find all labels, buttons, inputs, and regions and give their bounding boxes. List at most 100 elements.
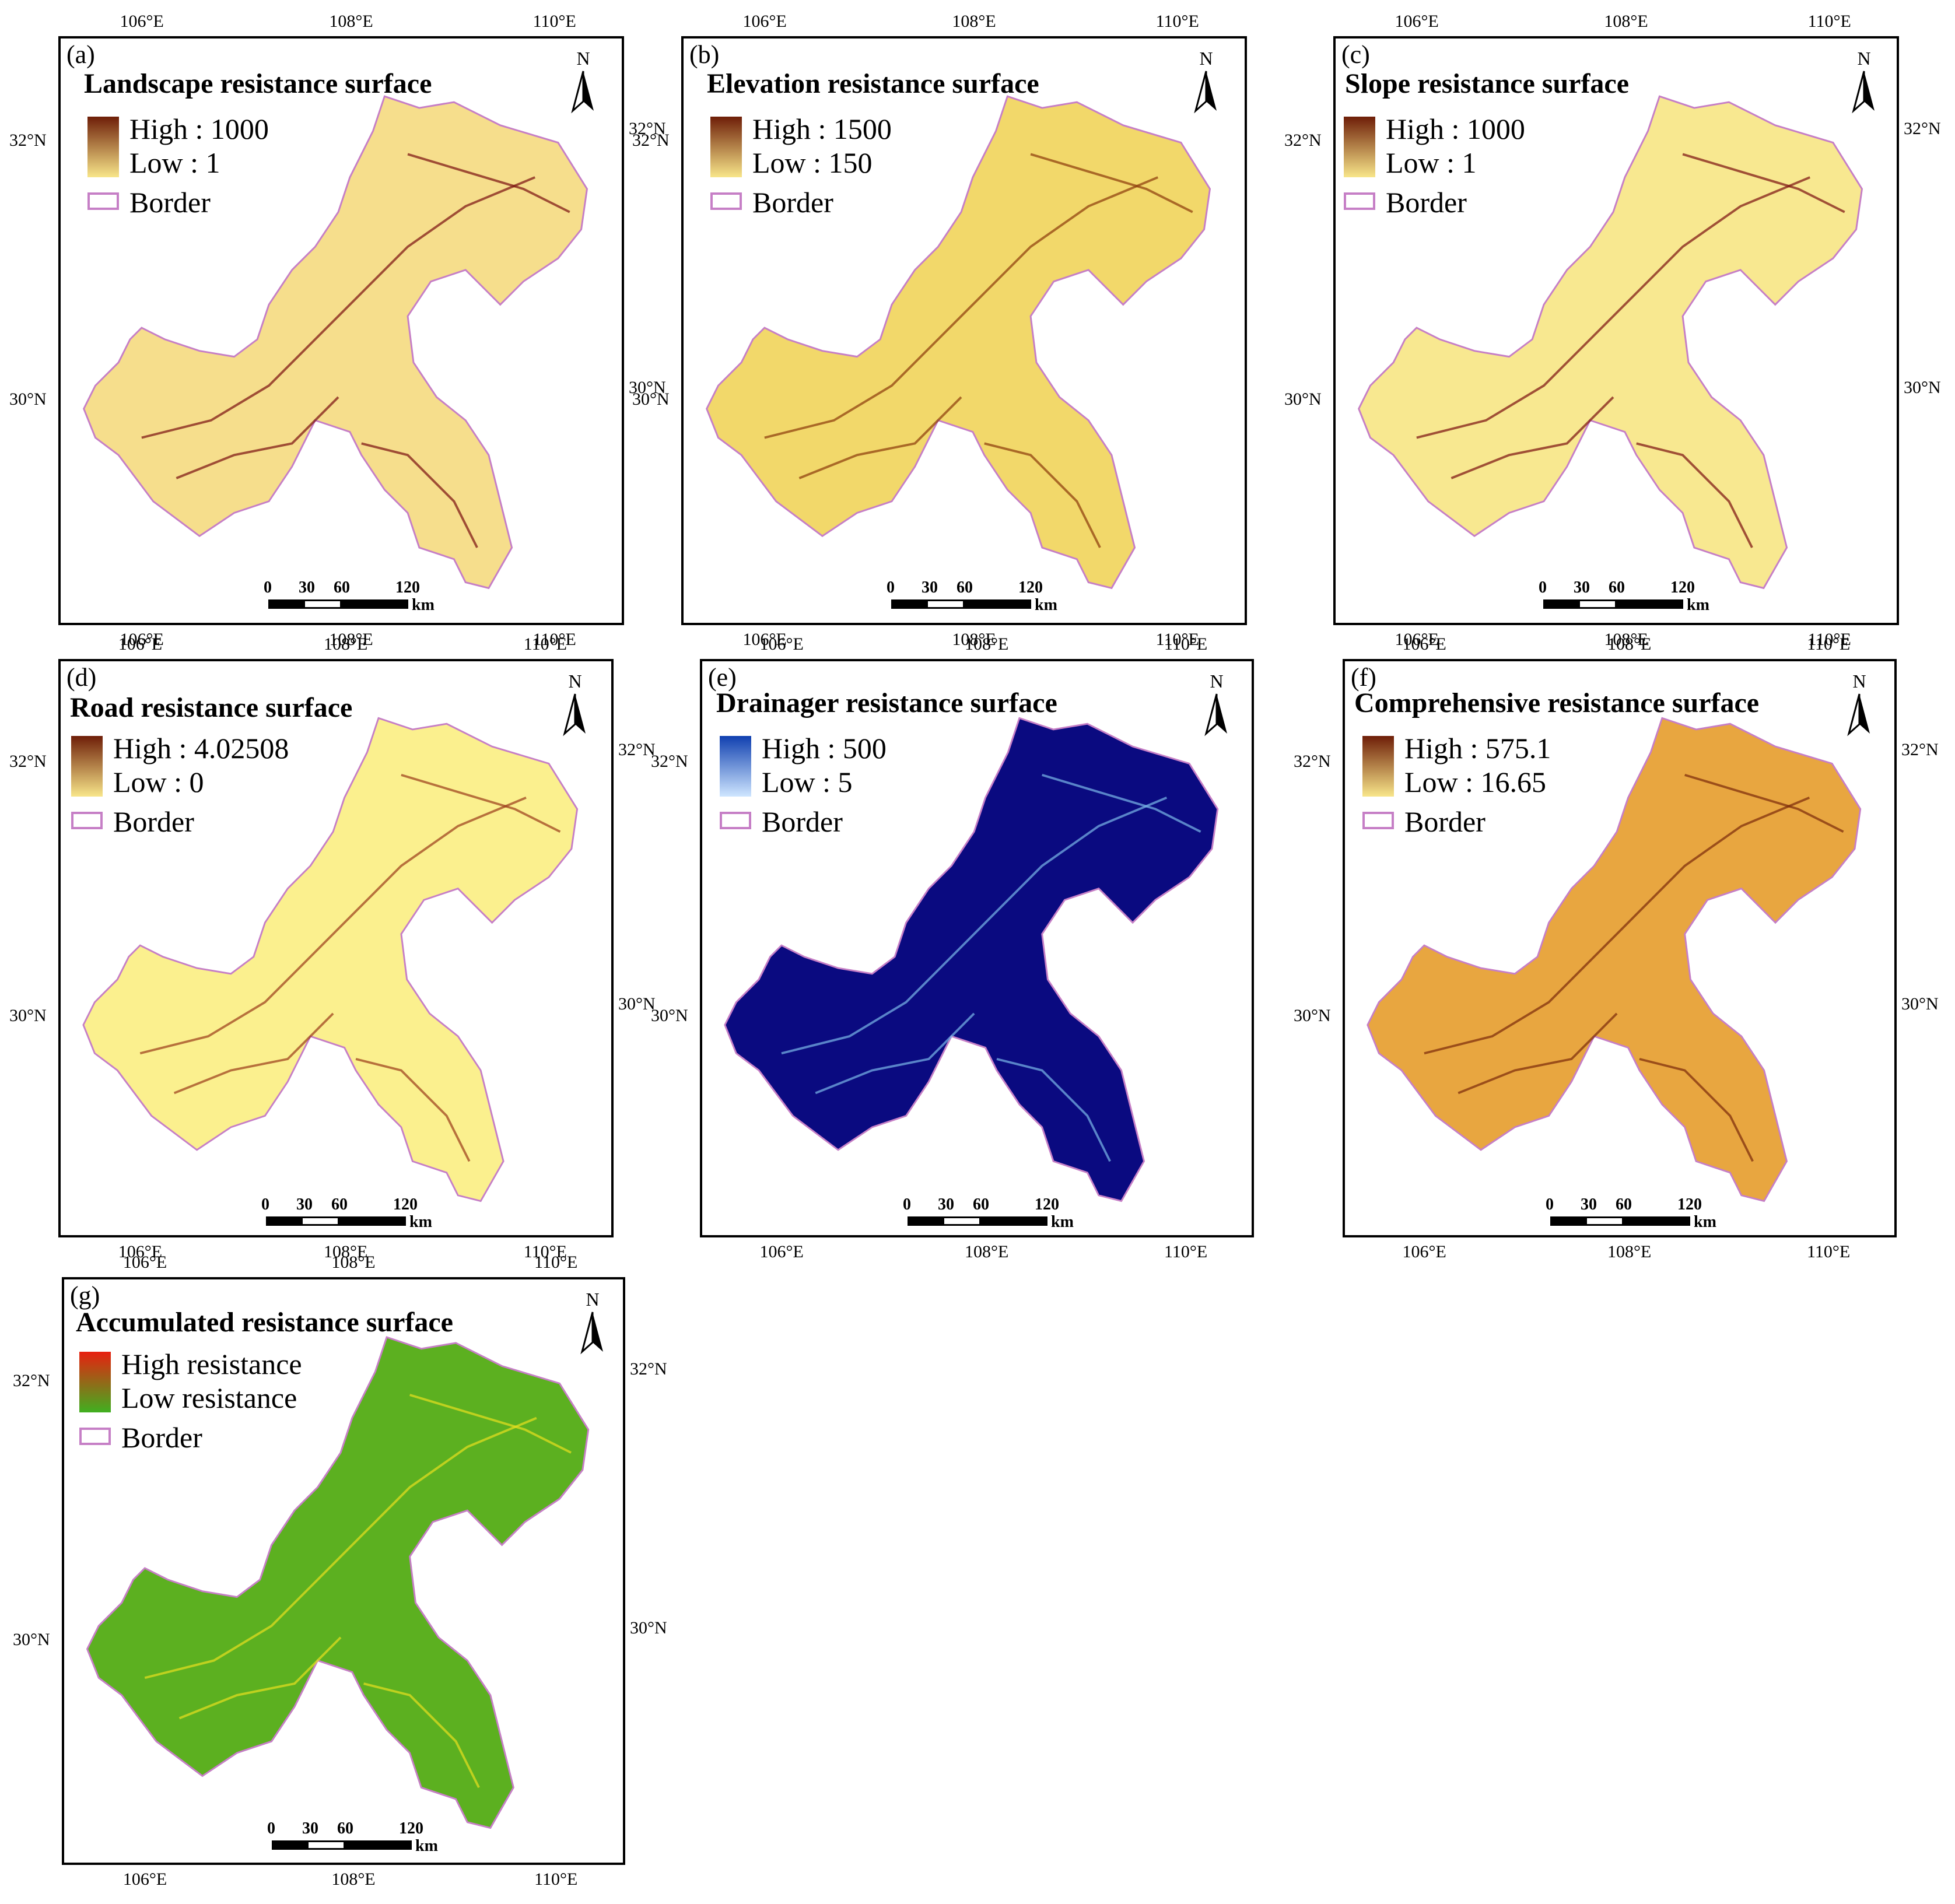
scale-bar-graphic bbox=[266, 1216, 406, 1226]
region-map bbox=[706, 95, 1211, 590]
legend-low: Low : 1 bbox=[129, 146, 220, 179]
lat-tick-label: 30°N bbox=[1294, 1006, 1331, 1026]
legend-gradient bbox=[79, 1352, 111, 1412]
legend-high: High resistance bbox=[121, 1348, 302, 1380]
lat-tick-label: 30°N bbox=[629, 378, 666, 397]
legend-border: Border bbox=[1386, 186, 1467, 219]
panel-title: Elevation resistance surface bbox=[707, 68, 1039, 99]
lat-tick-label: 32°N bbox=[1284, 130, 1322, 150]
lat-tick-label: 32°N bbox=[9, 751, 47, 771]
scale-label: 0 bbox=[261, 1195, 269, 1214]
map-detail-line bbox=[1639, 1058, 1754, 1162]
panel-title: Accumulated resistance surface bbox=[76, 1307, 453, 1338]
lat-tick-label: 30°N bbox=[13, 1629, 50, 1649]
scale-label: 60 bbox=[957, 578, 973, 597]
lon-tick-label: 110°E bbox=[523, 634, 567, 654]
legend-high: High : 1000 bbox=[1386, 113, 1525, 145]
legend-low: Low : 0 bbox=[113, 766, 204, 798]
lat-tick-label: 30°N bbox=[1901, 994, 1939, 1014]
scale-bar: 0 30 60 120 km bbox=[264, 578, 443, 619]
legend: High : 1000 Low : 1 Border bbox=[87, 112, 269, 219]
map-detail-line bbox=[401, 773, 561, 833]
scale-label: 30 bbox=[296, 1195, 313, 1214]
lon-tick-label: 108°E bbox=[1607, 634, 1652, 654]
map-detail-line bbox=[355, 1058, 471, 1162]
scale-bar-graphic bbox=[268, 599, 408, 609]
scale-label: 60 bbox=[334, 578, 350, 597]
panel-label: (e) bbox=[708, 663, 737, 692]
lon-tick-label: 106°E bbox=[1395, 12, 1439, 31]
region-map bbox=[1358, 95, 1863, 590]
map-detail-line bbox=[407, 153, 570, 213]
map-detail-line bbox=[1424, 797, 1810, 1055]
scale-label: 0 bbox=[1539, 578, 1547, 597]
map-detail-line bbox=[815, 1012, 975, 1095]
lon-tick-label: 110°E bbox=[1164, 1242, 1208, 1261]
map-detail-line bbox=[1030, 153, 1193, 213]
lat-tick-label: 30°N bbox=[9, 390, 47, 409]
scale-label: 0 bbox=[264, 578, 272, 597]
panel-title: Drainager resistance surface bbox=[716, 688, 1057, 718]
lon-tick-label: 106°E bbox=[759, 1242, 804, 1261]
panel-d: (d) Road resistance surface High : 4.025… bbox=[58, 659, 614, 1237]
map-detail-line bbox=[1636, 442, 1753, 548]
scale-unit: km bbox=[412, 596, 435, 614]
lon-tick-label: 110°E bbox=[532, 12, 576, 31]
panel-label: (c) bbox=[1341, 40, 1370, 69]
legend-border: Border bbox=[121, 1421, 202, 1454]
legend-high: High : 4.02508 bbox=[113, 732, 289, 765]
lon-tick-label: 110°E bbox=[1164, 634, 1208, 654]
lat-tick-label: 32°N bbox=[651, 751, 688, 771]
lat-tick-label: 30°N bbox=[630, 1618, 667, 1637]
map-detail-line bbox=[984, 442, 1101, 548]
map-frame bbox=[58, 36, 624, 625]
legend-border: Border bbox=[113, 805, 194, 838]
legend: High : 575.1 Low : 16.65 Border bbox=[1362, 731, 1551, 839]
panel-g: (g) Accumulated resistance surface High … bbox=[62, 1277, 625, 1865]
lat-tick-label: 32°N bbox=[1294, 751, 1331, 771]
scale-bar: 0 30 60 120 km bbox=[267, 1819, 447, 1860]
legend-gradient bbox=[87, 117, 119, 177]
panel-title: Slope resistance surface bbox=[1345, 68, 1630, 99]
map-detail-line bbox=[141, 176, 535, 439]
legend-low: Low resistance bbox=[121, 1381, 297, 1414]
scale-bar: 0 30 60 120 km bbox=[1546, 1195, 1725, 1236]
scale-label: 60 bbox=[337, 1819, 353, 1838]
legend-border: Border bbox=[1404, 805, 1485, 838]
map-detail-line bbox=[363, 1682, 480, 1789]
scale-label: 30 bbox=[299, 578, 315, 597]
lon-tick-label: 110°E bbox=[1155, 630, 1199, 649]
lon-tick-label: 110°E bbox=[1155, 12, 1199, 31]
panel-title: Comprehensive resistance surface bbox=[1354, 688, 1760, 718]
scale-unit: km bbox=[1035, 596, 1057, 614]
legend-border-swatch bbox=[79, 1428, 111, 1445]
lon-tick-label: 108°E bbox=[324, 634, 368, 654]
scale-bar-graphic bbox=[272, 1840, 412, 1850]
map-detail-line bbox=[1416, 176, 1810, 439]
lat-tick-label: 32°N bbox=[632, 130, 670, 150]
lon-tick-label: 108°E bbox=[1604, 630, 1648, 649]
lon-tick-label: 106°E bbox=[1395, 630, 1439, 649]
lon-tick-label: 106°E bbox=[118, 1242, 163, 1261]
scale-bar-graphic bbox=[908, 1216, 1047, 1226]
lon-tick-label: 110°E bbox=[1807, 1242, 1851, 1261]
region-map bbox=[724, 717, 1219, 1202]
scale-label: 30 bbox=[1581, 1195, 1597, 1214]
legend-gradient bbox=[1362, 736, 1394, 797]
scale-unit: km bbox=[415, 1837, 438, 1855]
map-detail-line bbox=[1042, 773, 1201, 833]
panel-label: (b) bbox=[689, 40, 720, 69]
scale-label: 120 bbox=[393, 1195, 418, 1214]
lon-tick-label: 108°E bbox=[331, 1253, 376, 1272]
scale-bar-graphic bbox=[1550, 1216, 1690, 1226]
legend-high: High : 500 bbox=[762, 732, 887, 765]
lat-tick-label: 30°N bbox=[632, 390, 670, 409]
lat-tick-label: 30°N bbox=[618, 994, 656, 1014]
scale-label: 30 bbox=[302, 1819, 318, 1838]
lat-tick-label: 32°N bbox=[1901, 739, 1939, 759]
legend-gradient bbox=[720, 736, 751, 797]
panel-label: (a) bbox=[66, 40, 95, 69]
scale-label: 30 bbox=[938, 1195, 954, 1214]
legend-gradient bbox=[710, 117, 742, 177]
legend-gradient bbox=[71, 736, 103, 797]
